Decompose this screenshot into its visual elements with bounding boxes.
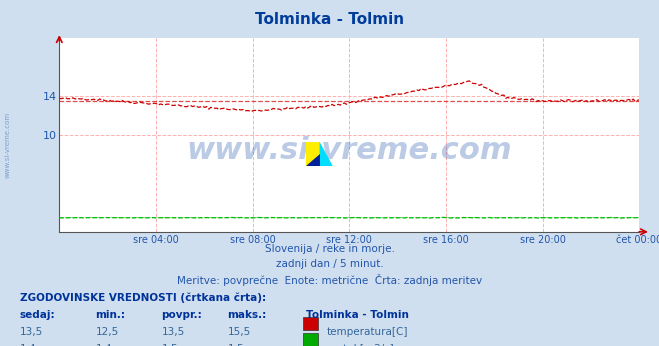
Text: ZGODOVINSKE VREDNOSTI (črtkana črta):: ZGODOVINSKE VREDNOSTI (črtkana črta):	[20, 292, 266, 303]
Text: www.si-vreme.com: www.si-vreme.com	[5, 112, 11, 179]
Text: 12,5: 12,5	[96, 327, 119, 337]
Text: min.:: min.:	[96, 310, 126, 320]
Text: 1,5: 1,5	[161, 344, 178, 346]
Text: sedaj:: sedaj:	[20, 310, 55, 320]
Text: Meritve: povprečne  Enote: metrične  Črta: zadnja meritev: Meritve: povprečne Enote: metrične Črta:…	[177, 274, 482, 286]
Text: zadnji dan / 5 minut.: zadnji dan / 5 minut.	[275, 259, 384, 269]
Text: Tolminka - Tolmin: Tolminka - Tolmin	[255, 12, 404, 27]
Text: www.si-vreme.com: www.si-vreme.com	[186, 136, 512, 165]
Text: 1,4: 1,4	[96, 344, 112, 346]
Text: 13,5: 13,5	[20, 327, 43, 337]
Polygon shape	[306, 154, 320, 166]
Polygon shape	[320, 142, 333, 166]
Text: temperatura[C]: temperatura[C]	[326, 327, 408, 337]
Text: pretok[m3/s]: pretok[m3/s]	[326, 344, 394, 346]
Polygon shape	[306, 142, 320, 166]
Text: Tolminka - Tolmin: Tolminka - Tolmin	[306, 310, 409, 320]
Text: maks.:: maks.:	[227, 310, 267, 320]
Text: 1,4: 1,4	[20, 344, 36, 346]
Text: Slovenija / reke in morje.: Slovenija / reke in morje.	[264, 244, 395, 254]
Text: 15,5: 15,5	[227, 327, 250, 337]
Text: 1,5: 1,5	[227, 344, 244, 346]
Text: 13,5: 13,5	[161, 327, 185, 337]
Text: povpr.:: povpr.:	[161, 310, 202, 320]
